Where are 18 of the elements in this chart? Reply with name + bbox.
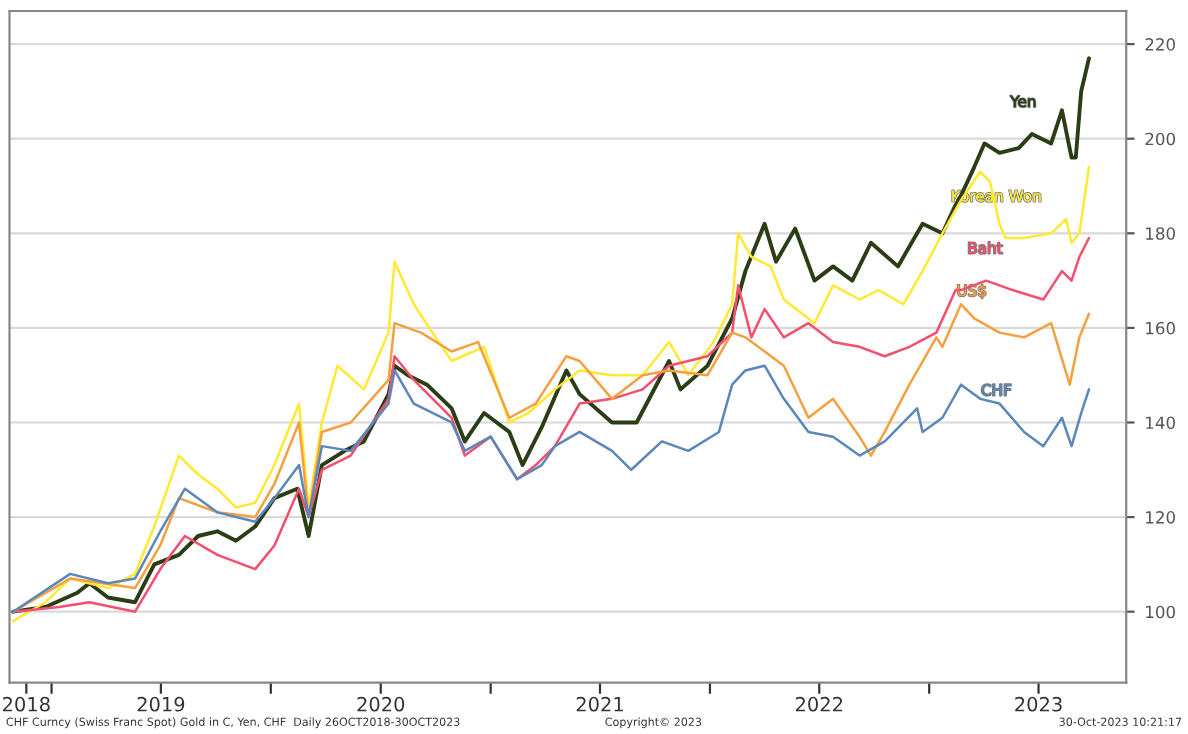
y-tick-label: 120	[1146, 511, 1175, 524]
y-tick-label: 220	[1145, 38, 1175, 51]
line-series	[11, 165, 1091, 623]
y-tick-label: 100	[1146, 605, 1175, 619]
x-tick-label: 2023	[1015, 696, 1062, 712]
line-series	[11, 303, 1091, 613]
x-tick-label: 2022	[795, 696, 843, 712]
x-tick-label: 2018	[3, 696, 50, 712]
y-tick-label: 160	[1146, 321, 1175, 335]
x-tick-label: 2020	[357, 696, 405, 712]
line-series	[11, 364, 1091, 613]
line-series	[11, 56, 1091, 614]
x-tick-label: 2021	[576, 696, 623, 712]
y-tick-label: 200	[1145, 132, 1175, 146]
x-tick-label: 2019	[137, 696, 185, 712]
line-series	[11, 236, 1091, 613]
y-tick-label: 180	[1146, 227, 1175, 240]
y-tick-label: 140	[1146, 416, 1175, 430]
